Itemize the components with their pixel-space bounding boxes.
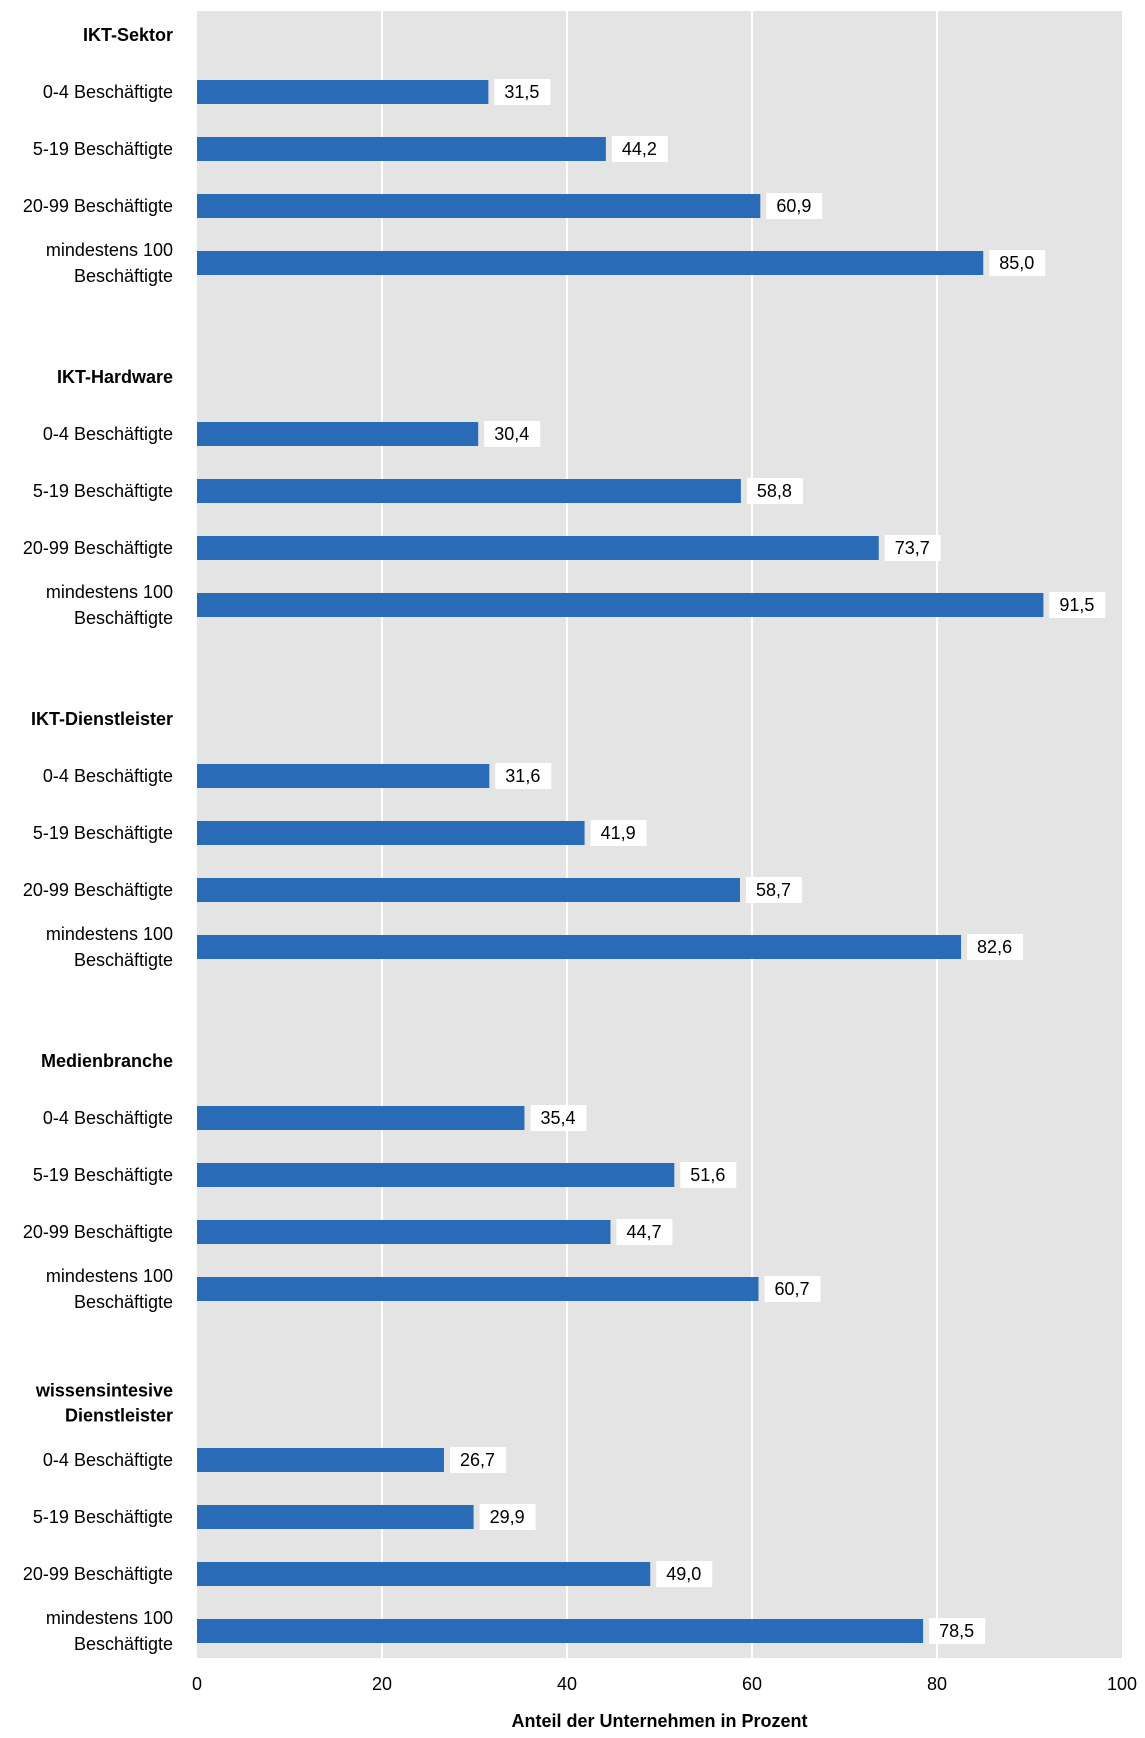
value-label: 26,7 — [460, 1450, 495, 1470]
x-tick-label: 60 — [742, 1674, 762, 1694]
value-label-background — [656, 1561, 713, 1587]
value-label: 51,6 — [690, 1165, 725, 1185]
category-label: mindestens 100 Beschäftigte — [46, 582, 173, 628]
value-label: 30,4 — [494, 424, 529, 444]
bar — [197, 593, 1044, 617]
category-label: mindestens 100 Beschäftigte — [46, 240, 173, 286]
value-label-background — [680, 1162, 737, 1188]
group-header: wissensintesive Dienstleister — [35, 1381, 173, 1426]
category-label: 0-4 Beschäftigte — [43, 1450, 173, 1470]
value-label: 58,8 — [757, 481, 792, 501]
value-labels: 31,5 44,2 60,9 85,0 30,4 58,8 73,7 91,5 31,6 41,9… — [449, 79, 1106, 1644]
value-label: 35,4 — [540, 1108, 575, 1128]
value-label-background — [590, 820, 647, 846]
value-label-background — [1049, 592, 1106, 618]
category-labels: IKT-Sektor 0-4 Beschäftigte 5-19 Beschäfti… — [23, 25, 173, 1654]
x-tick-label: 0 — [192, 1674, 202, 1694]
bar — [197, 422, 479, 446]
value-label-background — [484, 421, 541, 447]
bar — [197, 764, 490, 788]
value-label: 58,7 — [756, 880, 791, 900]
bar — [197, 1619, 924, 1643]
category-label: mindestens 100 Beschäftigte — [46, 1266, 173, 1312]
category-label: 20-99 Beschäftigte — [23, 1222, 173, 1242]
value-label: 60,7 — [774, 1279, 809, 1299]
value-label-background — [746, 478, 803, 504]
value-label: 41,9 — [601, 823, 636, 843]
category-label: 5-19 Beschäftigte — [33, 1165, 173, 1185]
category-label: 5-19 Beschäftigte — [33, 1507, 173, 1527]
category-label: 20-99 Beschäftigte — [23, 196, 173, 216]
category-label: 20-99 Beschäftigte — [23, 1564, 173, 1584]
bar — [197, 1505, 474, 1529]
value-label-background — [494, 79, 551, 105]
value-label-background — [616, 1219, 673, 1245]
value-label: 82,6 — [977, 937, 1012, 957]
value-label: 29,9 — [490, 1507, 525, 1527]
bar — [197, 137, 606, 161]
bar — [197, 479, 741, 503]
category-label: mindestens 100 Beschäftigte — [46, 924, 173, 970]
group-header: IKT-Dienstleister — [31, 709, 173, 729]
value-label-background — [764, 1276, 821, 1302]
bar — [197, 1277, 759, 1301]
bar — [197, 194, 761, 218]
value-label-background — [479, 1504, 536, 1530]
category-label: 0-4 Beschäftigte — [43, 766, 173, 786]
value-label-background — [495, 763, 552, 789]
category-label: 0-4 Beschäftigte — [43, 1108, 173, 1128]
category-label: 5-19 Beschäftigte — [33, 139, 173, 159]
value-label-background — [449, 1447, 506, 1473]
value-label: 91,5 — [1059, 595, 1094, 615]
group-header: IKT-Hardware — [57, 367, 173, 387]
x-tick-label: 100 — [1107, 1674, 1137, 1694]
value-label-background — [766, 193, 823, 219]
category-label: 5-19 Beschäftigte — [33, 823, 173, 843]
value-label: 49,0 — [666, 1564, 701, 1584]
category-label: 20-99 Beschäftigte — [23, 880, 173, 900]
x-tick-label: 80 — [927, 1674, 947, 1694]
value-label-background — [989, 250, 1046, 276]
value-label: 44,7 — [626, 1222, 661, 1242]
bars — [197, 80, 1044, 1643]
value-label: 31,5 — [504, 82, 539, 102]
bar — [197, 1106, 525, 1130]
category-label: mindestens 100 Beschäftigte — [46, 1608, 173, 1654]
category-label: 5-19 Beschäftigte — [33, 481, 173, 501]
value-label: 78,5 — [939, 1621, 974, 1641]
bar — [197, 878, 740, 902]
group-header: IKT-Sektor — [83, 25, 173, 45]
bar — [197, 821, 585, 845]
bar — [197, 1163, 675, 1187]
bar — [197, 1220, 611, 1244]
x-tick-label: 20 — [372, 1674, 392, 1694]
value-label-background — [611, 136, 668, 162]
value-label: 85,0 — [999, 253, 1034, 273]
value-label-background — [929, 1618, 986, 1644]
bar — [197, 1448, 444, 1472]
bar — [197, 1562, 651, 1586]
value-label: 60,9 — [776, 196, 811, 216]
value-label-background — [745, 877, 802, 903]
x-tick-label: 40 — [557, 1674, 577, 1694]
value-label: 73,7 — [895, 538, 930, 558]
bar — [197, 536, 879, 560]
value-label-background — [967, 934, 1024, 960]
category-label: 20-99 Beschäftigte — [23, 538, 173, 558]
x-axis-ticks: 0 20 40 60 80 100 — [192, 1674, 1137, 1694]
bar — [197, 80, 489, 104]
category-label: 0-4 Beschäftigte — [43, 424, 173, 444]
bar — [197, 251, 984, 275]
value-label: 44,2 — [622, 139, 657, 159]
value-label-background — [884, 535, 941, 561]
category-label: 0-4 Beschäftigte — [43, 82, 173, 102]
group-header: Medienbranche — [41, 1051, 173, 1071]
x-axis-title: Anteil der Unternehmen in Prozent — [511, 1711, 807, 1731]
value-label-background — [530, 1105, 587, 1131]
value-label: 31,6 — [505, 766, 540, 786]
bar — [197, 935, 962, 959]
